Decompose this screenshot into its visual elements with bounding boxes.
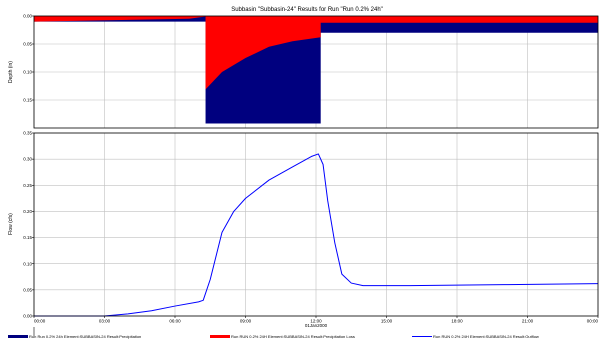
flow-x-tick-label: 03:00 [99, 319, 111, 324]
flow-y-tick-label: 0.15 [23, 235, 32, 240]
flow-x-tick-label: 12:00 [310, 319, 322, 324]
flow-x-tick-label: 00:00 [587, 319, 599, 324]
precipitation-loss-series [34, 16, 598, 90]
legend-swatch [8, 335, 28, 338]
flow-panel: 0.00 0.05 0.10 0.15 0.20 0.25 0.30 0.35 00:00 03… [8, 131, 598, 328]
depth-panel: 0.00 0.05 0.10 0.15 Depth (in) [8, 14, 599, 129]
flow-gridlines [33, 132, 599, 317]
flow-x-ticks: 00:00 03:00 06:00 09:00 12:00 15:00 18:00 21:00… [33, 316, 599, 324]
chart-title: Subbasin "Subbasin-24" Results for Run "… [231, 7, 383, 13]
depth-y-tick-label: 0.05 [23, 42, 32, 47]
flow-series [34, 153, 599, 317]
depth-y-axis-label: Depth (in) [8, 61, 14, 83]
depth-series [34, 16, 598, 124]
flow-y-tick-label: 0.10 [23, 261, 32, 266]
depth-y-tick-label: 0.00 [23, 14, 32, 19]
depth-y-ticks: 0.00 0.05 0.10 0.15 [23, 14, 34, 103]
flow-x-tick-label: 18:00 [451, 319, 463, 324]
flow-y-ticks: 0.00 0.05 0.10 0.15 0.20 0.25 0.30 0.35 [23, 131, 34, 319]
flow-x-tick-label: 21:00 [522, 319, 534, 324]
flow-x-tick-label: 15:00 [381, 319, 393, 324]
flow-x-tick-label: 09:00 [240, 319, 252, 324]
legend-label: Run RUN 0.2% 24H Element:SUBBASIN-24 Res… [231, 334, 355, 339]
depth-y-tick-label: 0.15 [23, 98, 32, 103]
legend-swatch [210, 335, 230, 338]
flow-x-axis-label: 01Jan2000 [305, 323, 328, 328]
flow-x-tick-label: 00:00 [34, 319, 46, 324]
flow-y-tick-label: 0.35 [23, 131, 32, 136]
legend-label: Run RUN 0.2% 24H Element:SUBBASIN-24 Res… [433, 334, 539, 339]
flow-y-tick-label: 0.05 [23, 287, 32, 292]
flow-y-tick-label: 0.30 [23, 157, 32, 162]
depth-y-tick-label: 0.10 [23, 70, 32, 75]
legend-label: Run Run 0.2% 24h Element:SUBBASIN-24 Res… [29, 334, 141, 339]
flow-y-tick-label: 0.20 [23, 209, 32, 214]
flow-y-axis-label: Flow (cfs) [8, 213, 14, 235]
flow-y-tick-label: 0.00 [23, 314, 32, 319]
precipitation-series [34, 16, 598, 124]
flow-y-tick-label: 0.25 [23, 183, 32, 188]
outflow-series-line [34, 153, 599, 317]
flow-x-tick-label: 06:00 [169, 319, 181, 324]
legend: Run Run 0.2% 24h Element:SUBBASIN-24 Res… [8, 327, 539, 339]
